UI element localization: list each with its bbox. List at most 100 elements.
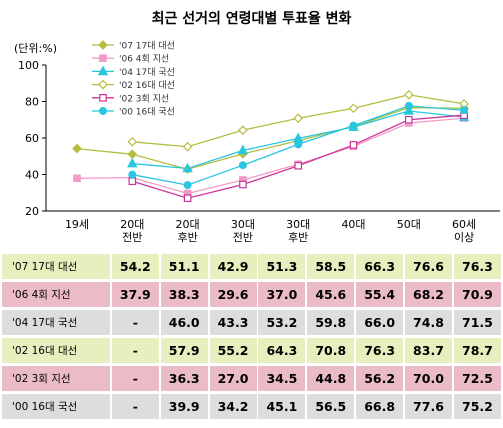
x-tick-label: 19세 [65,218,89,231]
x-tick-label: 30대 전반 [231,218,255,244]
table-cell: 64.3 [258,338,306,363]
table-cell: 71.5 [453,310,501,335]
table-cell: 59.8 [307,310,355,335]
legend-marker [98,106,107,115]
x-tick-label: 50대 [397,218,421,231]
table-cell: 74.8 [404,310,452,335]
table-row: '07 17대 대선 54.2 51.1 42.9 51.3 58.5 66.3 76.6 76… [2,254,501,279]
table-row: '00 16대 국선 -39.9 34.2 45.1 56.5 66.8 77.6 75.2 [2,394,501,419]
table-cell: 43.3 [209,310,257,335]
cell-gap [403,254,405,279]
data-table: '07 17대 대선 54.2 51.1 42.9 51.3 58.5 66.3 76.6 76… [2,251,501,422]
cell-gap [158,254,161,279]
legend-label: '04 17대 국선 [119,67,175,78]
table-cell: - [111,338,159,363]
cell-gap [354,310,357,335]
data-point [128,177,137,186]
table-cell: 56.5 [307,394,355,419]
cell-gap [305,282,308,307]
table-cell: 51.1 [160,254,208,279]
data-point [239,180,247,189]
data-point [183,181,192,190]
legend-marker [99,54,107,63]
row-label: '04 17대 국선 [2,310,110,335]
table-cell: 55.2 [209,338,257,363]
cell-gap [109,254,112,279]
data-point [182,141,193,152]
x-tick-label: 60세 이상 [452,218,476,244]
table-cell: 45.1 [258,394,306,419]
data-point [293,113,304,124]
legend-label: '00 16대 국선 [119,107,175,118]
table-cell: 56.2 [356,366,404,391]
cell-gap [403,338,405,363]
cell-gap [305,338,308,363]
table-cell: 66.8 [356,394,404,419]
cell-gap [354,394,357,419]
table-cell: 70.8 [307,338,355,363]
table-cell: 53.2 [258,310,306,335]
cell-gap [256,338,259,363]
cell-gap [256,282,259,307]
table-cell: 70.9 [453,282,501,307]
table-cell: 76.3 [356,338,404,363]
cell-gap [354,254,357,279]
cell-gap [305,310,308,335]
data-point [348,103,359,114]
table-cell: 36.3 [160,366,208,391]
cell-gap [207,366,210,391]
table-row: '02 16대 대선 -57.9 55.2 64.3 70.8 76.3 83.7 78.7 [2,338,501,363]
data-point [238,125,248,136]
chart-title: 최근 선거의 연령대별 투표율 변화 [151,11,352,27]
series-line-0 [76,107,465,170]
table-row: '02 3회 지선 -36.3 27.0 34.5 44.8 56.2 70.0 72.5 [2,366,501,391]
cell-gap [109,282,112,307]
y-tick-label: 60 [25,132,39,145]
table-cell: 57.9 [160,338,208,363]
data-point [127,149,138,160]
table-cell: 70.0 [404,366,452,391]
series-markers [72,89,470,203]
y-tick-label: 80 [25,96,39,109]
cell-gap [256,254,259,279]
cell-gap [354,366,357,391]
data-point [127,136,138,147]
x-tick-label: 20대 후반 [176,218,200,244]
cell-gap [305,366,308,391]
cell-gap [305,254,308,279]
data-point [405,115,413,124]
table-cell: 76.3 [453,254,501,279]
cell-gap [158,338,161,363]
table-cell: 39.9 [160,394,208,419]
cell-gap [451,282,454,307]
row-label: '00 16대 국선 [2,394,110,419]
table-cell: 77.6 [404,394,452,419]
cell-gap [403,394,405,419]
data-point [403,105,415,115]
cell-gap [256,366,259,391]
table-cell: 78.7 [453,338,501,363]
row-label: '07 17대 대선 [2,254,110,279]
table-cell: 34.5 [258,366,306,391]
table-cell: - [111,310,159,335]
table-cell: 66.0 [356,310,404,335]
data-point [183,194,192,203]
y-tick-label: 20 [25,205,39,218]
legend-marker [99,93,107,102]
legend: '07 17대 대선 '06 4회 지선 '04 17대 국선 '02 16대 대선 '… [92,40,175,118]
table-cell: 55.4 [356,282,404,307]
data-point [182,162,193,173]
cell-gap [451,366,454,391]
cell-gap [403,310,405,335]
table-cell: 76.6 [404,254,452,279]
legend-marker [98,40,108,50]
cell-gap [158,366,161,391]
cell-gap [256,394,259,419]
data-point [460,106,469,115]
table-cell: 45.6 [307,282,355,307]
cell-gap [207,282,210,307]
y-tick-label: 40 [25,169,39,182]
table-cell: 29.6 [209,282,257,307]
data-point [238,161,247,170]
